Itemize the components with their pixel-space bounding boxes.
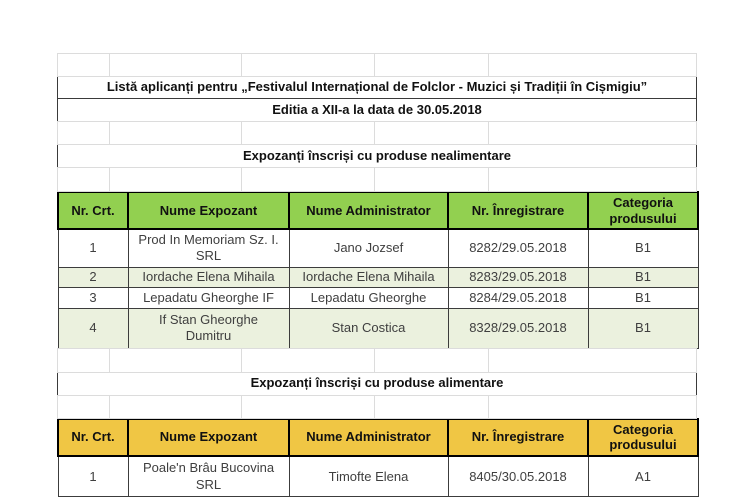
grid-spacer-row [57, 167, 697, 192]
cell-nr-crt: 1 [57, 455, 129, 498]
column-header-nume-expozant: Nume Expozant [127, 417, 290, 457]
grid-cell [109, 167, 242, 192]
cell-nr-inregistrare: 8284/29.05.2018 [447, 286, 589, 309]
grid-cell [374, 394, 489, 419]
column-header-nr-inregistrare: Nr. Înregistrare [447, 417, 589, 457]
grid-cell [57, 121, 110, 145]
column-header-categoria: Categoria produsului [587, 417, 699, 457]
grid-cell [241, 347, 375, 373]
grid-cell [488, 121, 697, 145]
cell-nr-crt: 2 [57, 266, 129, 288]
cell-nr-crt: 3 [57, 286, 129, 309]
column-header-nr-crt: Nr. Crt. [57, 417, 129, 457]
document-subtitle: Editia a XII-a la data de 30.05.2018 [57, 98, 697, 122]
section-heading-nealimentare: Expozanți înscriși cu produse nealimenta… [57, 144, 697, 168]
column-header-categoria: Categoria produsului [587, 190, 699, 231]
cell-categoria: B1 [587, 228, 699, 268]
grid-cell [488, 347, 697, 373]
column-header-nr-inregistrare: Nr. Înregistrare [447, 190, 589, 231]
table-row: 2 Iordache Elena Mihaila Iordache Elena … [57, 266, 699, 288]
grid-spacer-row [57, 121, 697, 145]
grid-cell [109, 347, 242, 373]
column-header-nume-administrator: Nume Administrator [288, 417, 449, 457]
grid-spacer-row [57, 394, 697, 419]
cell-nume-administrator: Iordache Elena Mihaila [288, 266, 449, 288]
cell-nr-inregistrare: 8328/29.05.2018 [447, 307, 589, 349]
grid-spacer-row [57, 53, 697, 77]
grid-cell [57, 347, 110, 373]
table-row: 4 If Stan Gheorghe Dumitru Stan Costica … [57, 307, 699, 349]
grid-cell [488, 53, 697, 77]
cell-nume-administrator: Lepadatu Gheorghe [288, 286, 449, 309]
grid-cell [109, 394, 242, 419]
table-header-row: Nr. Crt. Nume Expozant Nume Administrato… [57, 190, 699, 231]
grid-cell [374, 167, 489, 192]
cell-nr-inregistrare: 8405/30.05.2018 [447, 455, 589, 498]
cell-nume-expozant: Iordache Elena Mihaila [127, 266, 290, 288]
grid-cell [109, 53, 242, 77]
cell-nume-expozant: Lepadatu Gheorghe IF [127, 286, 290, 309]
table-row: 1 Prod In Memoriam Sz. I. SRL Jano Jozse… [57, 228, 699, 268]
grid-cell [374, 53, 489, 77]
grid-cell [488, 167, 697, 192]
grid-spacer-row [57, 347, 697, 373]
table-header-row: Nr. Crt. Nume Expozant Nume Administrato… [57, 417, 699, 457]
grid-cell [374, 347, 489, 373]
grid-cell [57, 167, 110, 192]
cell-categoria: B1 [587, 286, 699, 309]
section-heading-alimentare: Expozanți înscriși cu produse alimentare [57, 371, 697, 396]
table-row: 3 Lepadatu Gheorghe IF Lepadatu Gheorghe… [57, 286, 699, 309]
grid-cell [241, 121, 375, 145]
table-row: 1 Poale'n Brâu Bucovina SRL Timofte Elen… [57, 455, 699, 498]
cell-nume-administrator: Timofte Elena [288, 455, 449, 498]
grid-cell [241, 167, 375, 192]
cell-nr-inregistrare: 8283/29.05.2018 [447, 266, 589, 288]
spreadsheet-print-area: Listă aplicanți pentru „Festivalul Inter… [57, 53, 699, 498]
nealimentare-table: Nr. Crt. Nume Expozant Nume Administrato… [57, 190, 699, 349]
column-header-nume-expozant: Nume Expozant [127, 190, 290, 231]
cell-nr-inregistrare: 8282/29.05.2018 [447, 228, 589, 268]
cell-nume-administrator: Jano Jozsef [288, 228, 449, 268]
cell-nr-crt: 1 [57, 228, 129, 268]
document-title: Listă aplicanți pentru „Festivalul Inter… [57, 76, 697, 99]
grid-cell [241, 394, 375, 419]
cell-categoria: B1 [587, 266, 699, 288]
cell-nume-administrator: Stan Costica [288, 307, 449, 349]
alimentare-table: Nr. Crt. Nume Expozant Nume Administrato… [57, 417, 699, 498]
grid-cell [57, 53, 110, 77]
cell-nume-expozant: Poale'n Brâu Bucovina SRL [127, 455, 290, 498]
column-header-nume-administrator: Nume Administrator [288, 190, 449, 231]
grid-cell [109, 121, 242, 145]
grid-cell [57, 394, 110, 419]
grid-cell [241, 53, 375, 77]
cell-categoria: A1 [587, 455, 699, 498]
cell-categoria: B1 [587, 307, 699, 349]
grid-cell [374, 121, 489, 145]
cell-nr-crt: 4 [57, 307, 129, 349]
cell-nume-expozant: If Stan Gheorghe Dumitru [127, 307, 290, 349]
column-header-nr-crt: Nr. Crt. [57, 190, 129, 231]
cell-nume-expozant: Prod In Memoriam Sz. I. SRL [127, 228, 290, 268]
grid-cell [488, 394, 697, 419]
